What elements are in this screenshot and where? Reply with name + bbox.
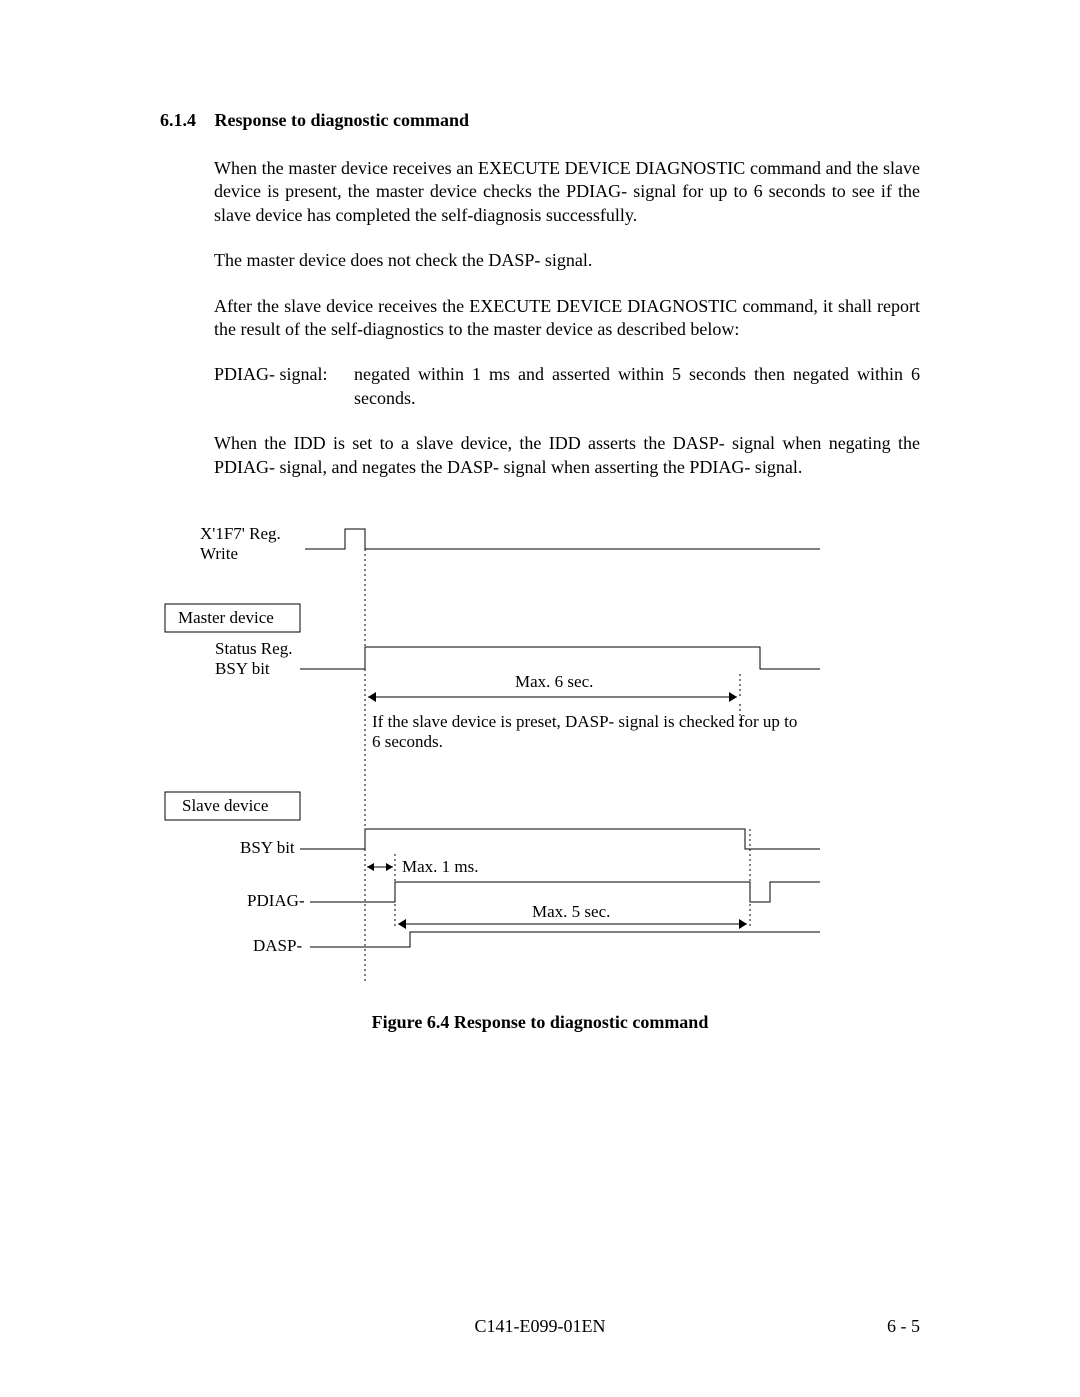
pdiag-waveform — [338, 882, 820, 902]
master-device-label: Master device — [178, 608, 274, 627]
max-5-arrow-left — [398, 919, 406, 929]
timing-diagram: X'1F7' Reg. Write Master device Status R… — [140, 519, 920, 994]
max-6-arrow-right — [729, 692, 737, 702]
max-6-arrow-left — [368, 692, 376, 702]
slave-device-label: Slave device — [182, 796, 268, 815]
diagram-note-l2: 6 seconds. — [372, 732, 443, 751]
pdiag-signal-text: negated within 1 ms and asserted within … — [354, 363, 920, 410]
reg-write-label-2: Write — [200, 544, 238, 563]
section-title: Response to diagnostic command — [215, 110, 470, 130]
paragraph-4: When the IDD is set to a slave device, t… — [214, 432, 920, 479]
figure-caption: Figure 6.4 Response to diagnostic comman… — [160, 1012, 920, 1033]
section-number: 6.1.4 — [160, 110, 210, 131]
reg-write-waveform — [305, 529, 820, 549]
diagram-note-l1: If the slave device is preset, DASP- sig… — [372, 712, 797, 731]
paragraph-3: After the slave device receives the EXEC… — [214, 295, 920, 342]
paragraph-1: When the master device receives an EXECU… — [214, 157, 920, 227]
pdiag-signal-label: PDIAG- signal: — [214, 363, 354, 410]
max-1-arrow-right — [386, 863, 393, 871]
pdiag-label: PDIAG- — [247, 891, 305, 910]
max-1-arrow-left — [367, 863, 374, 871]
paragraph-2: The master device does not check the DAS… — [214, 249, 920, 272]
max-1-label: Max. 1 ms. — [402, 857, 479, 876]
dasp-waveform — [338, 932, 820, 947]
footer-page-number: 6 - 5 — [887, 1316, 920, 1337]
reg-write-label-1: X'1F7' Reg. — [200, 524, 281, 543]
max-5-label: Max. 5 sec. — [532, 902, 610, 921]
bsy-bit-label-1: BSY bit — [215, 659, 270, 678]
master-bsy-waveform — [300, 647, 820, 669]
pdiag-signal-row: PDIAG- signal: negated within 1 ms and a… — [214, 363, 920, 410]
status-reg-label: Status Reg. — [215, 639, 292, 658]
section-heading: 6.1.4 Response to diagnostic command — [160, 110, 920, 131]
max-6-label: Max. 6 sec. — [515, 672, 593, 691]
dasp-label: DASP- — [253, 936, 302, 955]
max-5-arrow-right — [739, 919, 747, 929]
bsy-bit-label-2: BSY bit — [240, 838, 295, 857]
slave-bsy-waveform — [330, 829, 820, 849]
